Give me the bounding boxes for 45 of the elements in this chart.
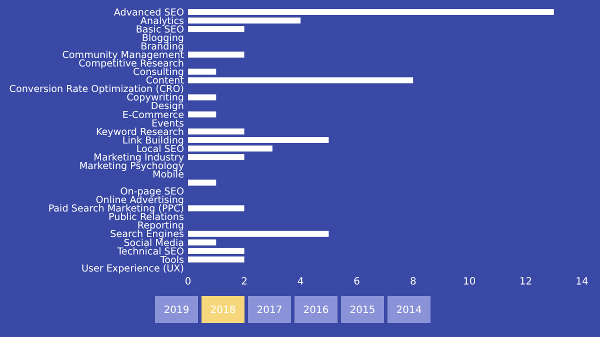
x-tick-label: 2	[241, 276, 248, 288]
y-tick-label: Mobile	[152, 169, 184, 180]
x-tick-label: 10	[463, 276, 476, 288]
bar	[188, 180, 216, 186]
year-button: 2014	[388, 296, 430, 323]
y-tick-label: Consulting	[133, 67, 184, 78]
y-tick-label: E-Commerce	[122, 110, 184, 121]
bar	[188, 230, 329, 237]
y-tick-label: Design	[150, 101, 184, 112]
year-button: 2016	[294, 296, 338, 323]
year-button: 2015	[341, 296, 384, 323]
bar	[188, 111, 216, 118]
y-tick-label: Analytics	[140, 16, 184, 27]
y-tick-label: Blogging	[142, 32, 184, 44]
y-tick-label: User Experience (UX)	[81, 263, 184, 274]
x-tick-label: 6	[354, 276, 360, 288]
x-tick-label: 0	[184, 276, 192, 288]
x-tick-label: 12	[519, 276, 532, 288]
year-button: 2017	[248, 296, 291, 323]
bar	[188, 68, 216, 75]
y-tick-label: Copywriting	[126, 92, 184, 104]
x-tick-label: 8	[410, 276, 416, 288]
x-tick-label: 14	[576, 276, 588, 288]
y-tick-label: Link Building	[122, 135, 184, 146]
y-tick-label: Events	[152, 118, 184, 130]
bar	[188, 26, 244, 32]
year-button: 2019	[155, 296, 198, 323]
y-tick-label: Marketing Industry	[94, 152, 184, 164]
bar	[188, 128, 244, 134]
bar	[188, 248, 244, 254]
bar	[188, 146, 272, 152]
bar	[188, 256, 244, 262]
bar	[188, 9, 554, 15]
bar	[188, 205, 244, 212]
bar	[188, 18, 301, 24]
bar	[188, 77, 414, 84]
bar	[188, 154, 244, 160]
bar	[188, 137, 329, 143]
y-tick-label: Marketing Psychology	[79, 160, 184, 172]
bar	[188, 52, 244, 58]
bar	[188, 239, 216, 246]
x-tick-label: 4	[297, 276, 304, 288]
year-button: 2018	[202, 296, 244, 323]
bar	[188, 94, 216, 100]
y-tick-label: Branding	[140, 41, 184, 52]
